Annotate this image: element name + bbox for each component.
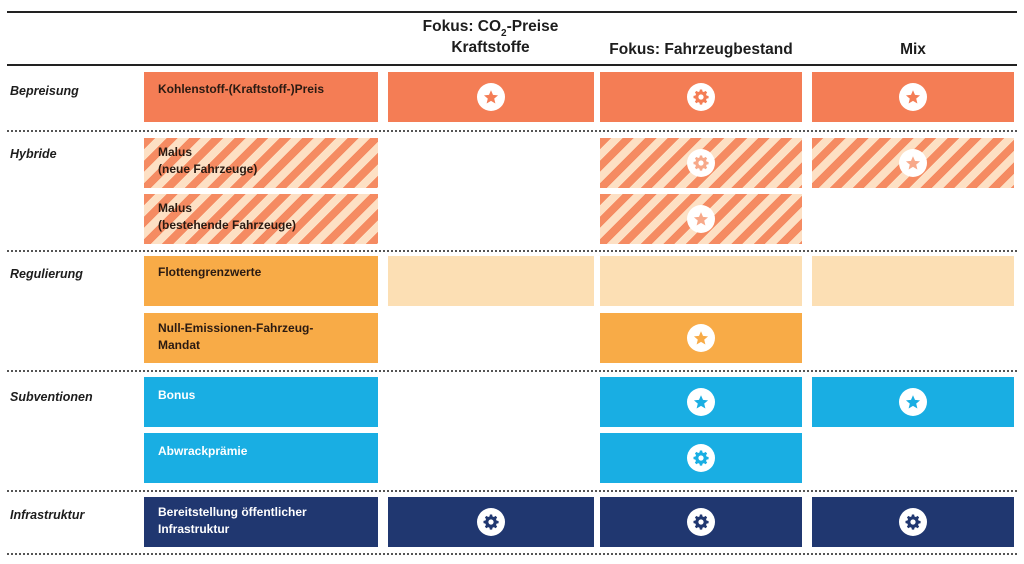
instrument-label: Kohlenstoff-(Kraftstoff-)Preis bbox=[158, 82, 324, 96]
cell-infra-mix bbox=[812, 497, 1014, 547]
instrument-malus-new-vehicles: Malus (neue Fahrzeuge) bbox=[144, 138, 378, 188]
gear-icon bbox=[899, 508, 927, 536]
gear-icon bbox=[477, 508, 505, 536]
column-header-co2-prices: Fokus: CO2-Preise Kraftstoffe bbox=[422, 18, 559, 56]
instrument-label: Null-Emissionen-Fahrzeug- Mandat bbox=[158, 321, 314, 352]
instrument-bonus: Bonus bbox=[144, 377, 378, 427]
instrument-malus-existing-vehicles: Malus (bestehende Fahrzeuge) bbox=[144, 194, 378, 244]
instrument-fleet-limits: Flottengrenzwerte bbox=[144, 256, 378, 306]
category-hybride: Hybride bbox=[10, 147, 57, 161]
instrument-zev-mandate: Null-Emissionen-Fahrzeug- Mandat bbox=[144, 313, 378, 363]
cell-pricing-mix bbox=[812, 72, 1014, 122]
cell-fleet-limits-fleet bbox=[600, 256, 802, 306]
category-bepreisung: Bepreisung bbox=[10, 84, 79, 98]
cell-pricing-fleet bbox=[600, 72, 802, 122]
cell-bonus-fleet bbox=[600, 377, 802, 427]
instrument-public-infrastructure: Bereitstellung öffentlicher Infrastruktu… bbox=[144, 497, 378, 547]
instrument-scrappage-bonus: Abwrackprämie bbox=[144, 433, 378, 483]
column-header-mix: Mix bbox=[900, 41, 926, 58]
cell-malus-existing-fleet bbox=[600, 194, 802, 244]
cell-infra-co2 bbox=[388, 497, 594, 547]
section-divider bbox=[7, 130, 1017, 132]
cell-malus-new-mix bbox=[812, 138, 1014, 188]
star-icon bbox=[899, 388, 927, 416]
cell-bonus-mix bbox=[812, 377, 1014, 427]
instrument-label: Malus (neue Fahrzeuge) bbox=[158, 145, 258, 176]
cell-pricing-co2 bbox=[388, 72, 594, 122]
section-divider bbox=[7, 370, 1017, 372]
cell-scrappage-fleet bbox=[600, 433, 802, 483]
instrument-label: Abwrackprämie bbox=[158, 444, 248, 458]
gear-icon bbox=[687, 149, 715, 177]
category-infrastruktur: Infrastruktur bbox=[10, 508, 85, 522]
instrument-label: Bereitstellung öffentlicher Infrastruktu… bbox=[158, 505, 307, 536]
cell-fleet-limits-co2 bbox=[388, 256, 594, 306]
category-regulierung: Regulierung bbox=[10, 267, 83, 281]
gear-icon bbox=[687, 508, 715, 536]
column-header-fleet-focus: Fokus: Fahrzeugbestand bbox=[609, 41, 793, 58]
cell-zev-mandate-fleet bbox=[600, 313, 802, 363]
star-icon bbox=[687, 205, 715, 233]
star-icon bbox=[687, 388, 715, 416]
instrument-label: Bonus bbox=[158, 388, 196, 402]
gear-icon bbox=[687, 83, 715, 111]
section-divider bbox=[7, 250, 1017, 252]
bottom-divider bbox=[7, 553, 1017, 555]
instrument-label: Flottengrenzwerte bbox=[158, 265, 262, 279]
instrument-label: Malus (bestehende Fahrzeuge) bbox=[158, 201, 297, 232]
star-icon bbox=[899, 149, 927, 177]
star-icon bbox=[899, 83, 927, 111]
instrument-carbon-price: Kohlenstoff-(Kraftstoff-)Preis bbox=[144, 72, 378, 122]
top-rule bbox=[7, 11, 1017, 13]
star-icon bbox=[687, 324, 715, 352]
cell-malus-new-fleet bbox=[600, 138, 802, 188]
star-icon bbox=[477, 83, 505, 111]
section-divider bbox=[7, 490, 1017, 492]
gear-icon bbox=[687, 444, 715, 472]
header-rule bbox=[7, 64, 1017, 66]
cell-infra-fleet bbox=[600, 497, 802, 547]
cell-fleet-limits-mix bbox=[812, 256, 1014, 306]
category-subventionen: Subventionen bbox=[10, 390, 93, 404]
